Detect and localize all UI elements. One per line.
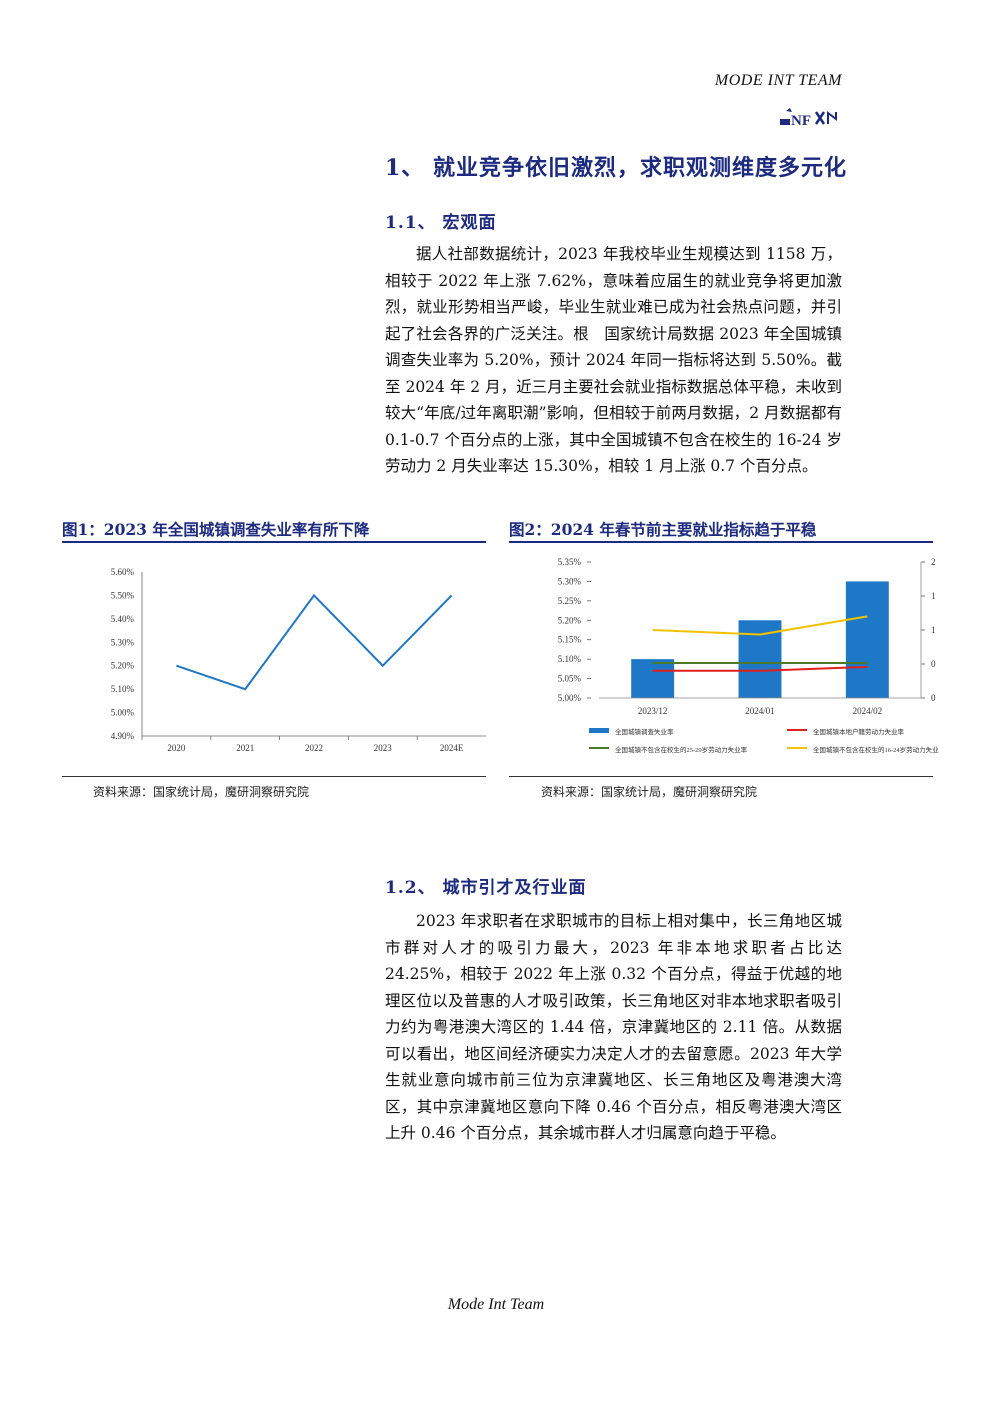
figure2-y2-tick-label: 1 — [931, 591, 936, 601]
figure1-series-line — [176, 593, 453, 691]
figure2-y2-tick-label: 1 — [931, 625, 936, 635]
figure2-caption: 图2：2024 年春节前主要就业指标趋于平稳 — [509, 520, 817, 539]
figure2-y-tick-label: 5.00% — [558, 693, 582, 703]
figure2-series-line — [652, 615, 868, 636]
section-1-1-heading: 1.1、 宏观面 — [385, 213, 497, 233]
figure2-y-tick-label: 5.15% — [558, 635, 582, 645]
figure2-bar — [631, 659, 675, 698]
figure2-x-tick-label: 2024/02 — [853, 706, 883, 716]
figure1-x-tick-label: 2022 — [305, 743, 323, 753]
header-team-name: MODE INT TEAM — [714, 72, 842, 89]
figure2-y2-tick-label: 2 — [931, 557, 936, 567]
figure2-y-tick-label: 5.25% — [558, 596, 582, 606]
section-1-1-paragraph: 据人社部数据统计，2023 年我校毕业生规模达到 1158 万，相较于 2022… — [385, 245, 842, 475]
figure1-bottom-rule — [62, 776, 486, 777]
svg-text:NF: NF — [791, 113, 811, 128]
figure1-y-tick-label: 4.90% — [111, 731, 135, 741]
figure1-x-tick-label: 2020 — [167, 743, 186, 753]
section-1-2-paragraph: 2023 年求职者在求职城市的目标上相对集中，长三角地区城市群对人才的吸引力最大… — [385, 912, 842, 1142]
figure2-legend-label: 全国城镇本地户籍劳动力失业率 — [813, 727, 905, 736]
brand-logo: NF — [780, 108, 837, 128]
figure2-source: 资料来源：国家统计局，魔研洞察研究院 — [541, 785, 758, 799]
figure2-y-tick-label: 5.20% — [558, 615, 582, 625]
figure2-legend-swatch — [589, 728, 609, 733]
figure1-y-tick-label: 5.40% — [111, 614, 135, 624]
figure2-y2-tick-label: 0 — [931, 693, 936, 703]
figure2-x-tick-label: 2024/01 — [745, 706, 775, 716]
figure1-line-chart: 5.60% 5.50% 5.40% 5.30% 5.20% 5.10% 5.00% 4.90%… — [111, 567, 486, 753]
figure1-source: 资料来源：国家统计局，魔研洞察研究院 — [93, 785, 310, 799]
figure1-x-tick-label: 2024E — [440, 743, 464, 753]
figure1-caption-rule — [62, 541, 486, 543]
figure1-y-tick-label: 5.30% — [111, 637, 135, 647]
figure2-legend-label: 全国城镇不包含在校生的25-29岁劳动力失业率 — [615, 745, 748, 754]
figure2-legend-label: 全国城镇调查失业率 — [615, 727, 674, 736]
figure2-legend-label: 全国城镇不包含在校生的16-24岁劳动力失业率 — [813, 745, 939, 754]
figure2-y-tick-label: 5.30% — [558, 576, 582, 586]
section-1-heading: 1、 就业竞争依旧激烈，求职观测维度多元化 — [385, 155, 847, 181]
figure1-x-tick-label: 2021 — [236, 743, 254, 753]
figure2-bar — [845, 581, 889, 698]
figure1-y-tick-label: 5.10% — [111, 684, 135, 694]
figure2-y-tick-label: 5.05% — [558, 674, 582, 684]
figure1-y-tick-label: 5.50% — [111, 590, 135, 600]
section-1-2-heading: 1.2、 城市引才及行业面 — [385, 878, 587, 898]
figure1-y-tick-label: 5.20% — [111, 661, 135, 671]
figure2-bottom-rule — [509, 776, 933, 777]
figure2-caption-rule — [509, 541, 933, 543]
figure1-y-tick-label: 5.00% — [111, 708, 135, 718]
figure1-caption: 图1：2023 年全国城镇调查失业率有所下降 — [62, 520, 370, 539]
figure2-y2-tick-label: 0 — [931, 659, 936, 669]
figure1-y-tick-label: 5.60% — [111, 567, 135, 577]
figure2-combo-chart: 5.35% 5.30% 5.25% 5.20% 5.15% 5.10% 5.05% 5.00%… — [558, 557, 939, 754]
figure2-y-tick-label: 5.35% — [558, 557, 582, 567]
figure2-y-tick-label: 5.10% — [558, 654, 582, 664]
figure2-series-line — [652, 665, 868, 672]
figure1-x-tick-label: 2023 — [374, 743, 393, 753]
footer-team-name: Mode Int Team — [447, 1296, 545, 1313]
figure2-x-tick-label: 2023/12 — [638, 706, 668, 716]
